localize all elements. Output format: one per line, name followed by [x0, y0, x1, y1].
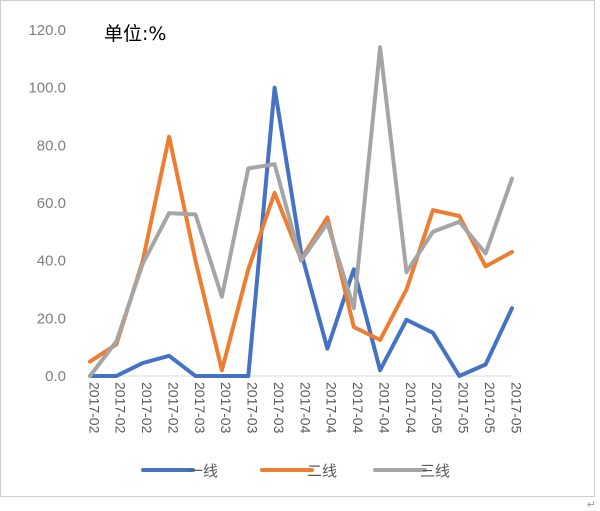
y-tick-label: 0.0: [45, 368, 66, 385]
legend-label-2: 二线: [307, 462, 337, 480]
y-axis-ticks: 0.0 20.0 40.0 60.0 80.0 100.0 120.0: [28, 22, 66, 385]
y-tick-label: 120.0: [28, 22, 66, 39]
x-tick-label: 2017-04: [376, 382, 392, 434]
x-tick-label: 2017-02: [139, 382, 155, 434]
series-line-1: [88, 85, 514, 378]
legend-label-3: 三线: [420, 462, 450, 480]
x-axis-ticks: 2017-02 2017-02 2017-02 2017-02 2017-03 2017-…: [86, 382, 524, 434]
x-tick-label: 2017-05: [508, 382, 524, 434]
x-tick-label: 2017-03: [218, 382, 234, 434]
y-tick-label: 80.0: [37, 137, 66, 154]
y-tick-label: 40.0: [37, 253, 66, 270]
x-tick-label: 2017-02: [86, 382, 102, 434]
legend-label-1: 一线: [188, 462, 218, 480]
x-tick-label: 2017-02: [165, 382, 181, 434]
x-tick-label: 2017-03: [271, 382, 287, 434]
y-tick-label: 100.0: [28, 80, 66, 97]
x-tick-label: 2017-05: [482, 382, 498, 434]
y-tick-label: 60.0: [37, 195, 66, 212]
x-tick-label: 2017-03: [192, 382, 208, 434]
x-tick-label: 2017-04: [297, 382, 313, 434]
unit-label: 单位:%: [104, 23, 166, 45]
x-tick-label: 2017-05: [456, 382, 472, 434]
x-tick-label: 2017-02: [113, 382, 129, 434]
series-line-3: [88, 45, 514, 378]
x-tick-label: 2017-04: [350, 382, 366, 434]
legend: 一线 二线 三线: [141, 462, 450, 480]
chart-frame: [0, 0, 595, 497]
x-tick-label: 2017-04: [403, 382, 419, 434]
y-tick-label: 20.0: [37, 310, 66, 327]
x-tick-label: 2017-03: [245, 382, 261, 434]
x-tick-label: 2017-04: [324, 382, 340, 434]
x-tick-label: 2017-05: [429, 382, 445, 434]
series-lines: [88, 45, 514, 378]
paragraph-mark: ↵: [586, 498, 596, 511]
